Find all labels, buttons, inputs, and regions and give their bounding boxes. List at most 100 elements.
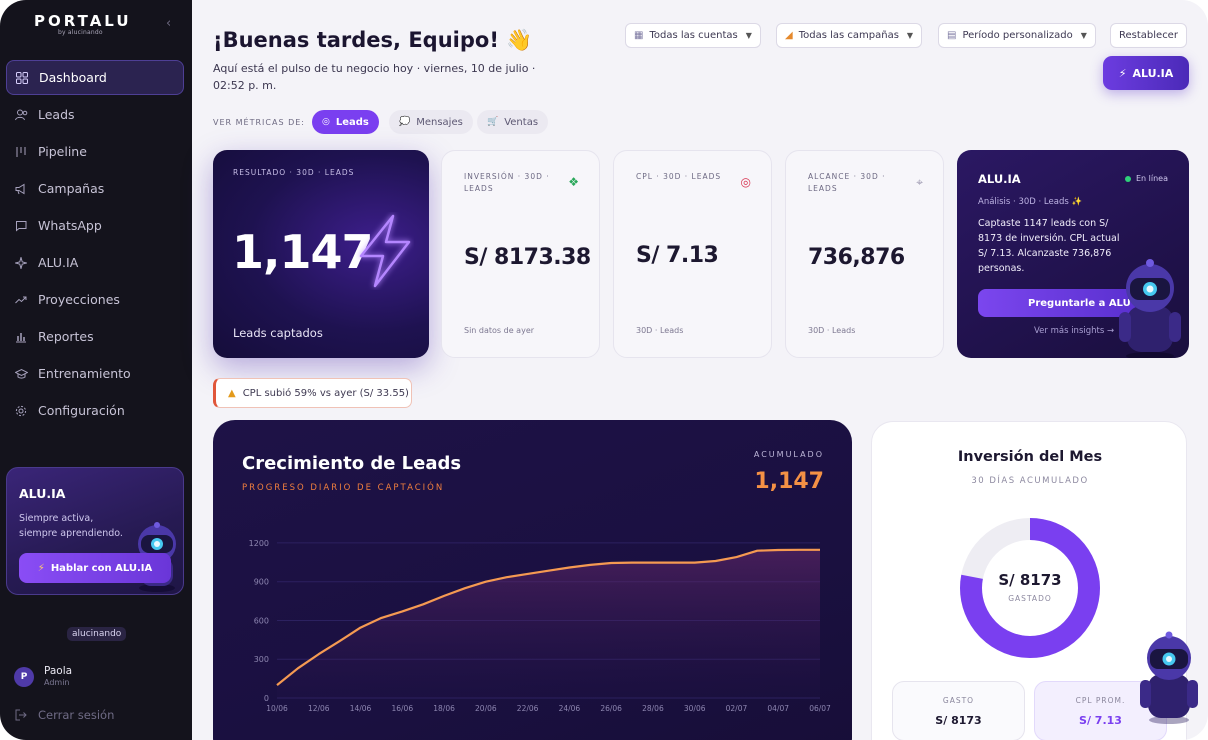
accounts-filter-label: Todas las cuentas <box>649 30 738 41</box>
spend-mini-card: GASTO S/ 8173 <box>892 681 1025 740</box>
bolt-icon: ⚡ <box>1118 66 1127 80</box>
online-status-label: En línea <box>1136 174 1169 183</box>
x-tick-label: 18/06 <box>433 704 455 713</box>
more-insights-link[interactable]: Ver más insights → <box>1034 326 1115 336</box>
sidebar-item-entrenamiento[interactable]: Entrenamiento <box>6 356 184 391</box>
logout-label: Cerrar sesión <box>38 708 115 722</box>
campaigns-filter-label: Todas las campañas <box>798 30 899 41</box>
avatar[interactable]: P <box>14 667 34 687</box>
alucinando-logo: alucinando <box>67 627 127 641</box>
grid-icon <box>15 71 29 85</box>
aluia-promo-card: ALU.IA Siempre activa, siempre aprendien… <box>6 467 184 595</box>
cpl-alert[interactable]: ▲ CPL subió 59% vs ayer (S/ 33.55) <box>213 378 412 408</box>
period-filter-label: Período personalizado <box>962 30 1073 41</box>
sparkle-icon <box>14 256 28 270</box>
sidebar-item-label: Entrenamiento <box>38 366 131 381</box>
chip-label: Mensajes <box>416 116 463 128</box>
sidebar-item-pipeline[interactable]: Pipeline <box>6 134 184 169</box>
investment-card: INVERSIÓN · 30D · LEADS ❖ S/ 8173.38 Sin… <box>441 150 600 358</box>
talk-to-aluia-label: Hablar con ALU.IA <box>50 562 153 574</box>
aluia-header-button[interactable]: ⚡ ALU.IA <box>1103 56 1189 90</box>
sidebar-item-leads[interactable]: Leads <box>6 97 184 132</box>
kpi-footnote: Sin datos de ayer <box>464 326 535 335</box>
series-area <box>277 549 820 698</box>
kpi-value: S/ 7.13 <box>636 243 719 268</box>
ai-insight-text: Captaste 1147 leads con S/ 8173 de inver… <box>978 218 1120 274</box>
sidebar-item-reportes[interactable]: Reportes <box>6 319 184 354</box>
sidebar: PORTALU by alucinando ‹ Dashboard Leads <box>0 0 192 740</box>
leads-result-card: RESULTADO · 30D · LEADS 1,147 Leads capt… <box>213 150 429 358</box>
chat-icon <box>14 219 28 233</box>
kpi-value: S/ 8173.38 <box>464 245 591 270</box>
talk-to-aluia-button[interactable]: ⚡ Hablar con ALU.IA <box>19 553 171 583</box>
investment-subtitle: 30 DÍAS ACUMULADO <box>971 476 1089 486</box>
lightning-icon <box>359 214 411 288</box>
cpl-mini-card: CPL PROM. S/ 7.13 <box>1034 681 1167 740</box>
leads-growth-chart: 0 300 600 900 1200 10/06 12/06 14/06 16/06 18/06 2… <box>249 539 831 713</box>
x-tick-label: 30/06 <box>684 704 706 713</box>
metric-chip-ventas[interactable]: 🛒 Ventas <box>477 110 549 134</box>
x-tick-label: 20/06 <box>475 704 497 713</box>
mini-label: GASTO <box>942 696 975 705</box>
sidebar-item-proyecciones[interactable]: Proyecciones <box>6 282 184 317</box>
sidebar-item-configuracion[interactable]: Configuración <box>6 393 184 428</box>
metric-chip-mensajes[interactable]: 💭 Mensajes <box>389 110 473 134</box>
sidebar-nav: Dashboard Leads Pipeline Campañas <box>6 60 184 430</box>
sidebar-item-label: Proyecciones <box>38 292 120 307</box>
money-icon: ❖ <box>568 175 579 189</box>
bar-chart-icon <box>14 330 28 344</box>
target-icon: ◎ <box>322 117 330 127</box>
x-tick-label: 22/06 <box>517 704 539 713</box>
graduation-icon <box>14 367 28 381</box>
collapse-sidebar-icon[interactable]: ‹ <box>166 16 172 31</box>
kpi-value: 736,876 <box>808 245 905 270</box>
brand-logo[interactable]: PORTALU <box>34 12 132 30</box>
sidebar-item-aluia[interactable]: ALU.IA <box>6 245 184 280</box>
donut-label: GASTADO <box>1008 594 1052 603</box>
kpi-label: CPL · 30D · LEADS <box>636 172 722 181</box>
floating-assistant-button[interactable] <box>1138 630 1200 724</box>
sidebar-item-dashboard[interactable]: Dashboard <box>6 60 184 95</box>
accounts-filter[interactable]: ▦ Todas las cuentas ▼ <box>625 23 761 48</box>
kpi-label: INVERSIÓN · 30D · LEADS <box>464 172 550 193</box>
x-tick-label: 02/07 <box>726 704 748 713</box>
chat-icon: 💭 <box>399 117 411 127</box>
user-role: Admin <box>44 678 70 687</box>
satellite-icon: ⌖ <box>916 175 923 189</box>
metric-chip-leads[interactable]: ◎ Leads <box>312 110 379 134</box>
sidebar-item-whatsapp[interactable]: WhatsApp <box>6 208 184 243</box>
ask-aluia-label: Preguntarle a ALU <box>1028 297 1131 309</box>
megaphone-icon <box>14 182 28 196</box>
sidebar-item-campanas[interactable]: Campañas <box>6 171 184 206</box>
sidebar-item-label: Reportes <box>38 329 94 344</box>
sidebar-item-label: Dashboard <box>39 70 107 85</box>
y-tick-label: 1200 <box>249 539 269 548</box>
mini-value: S/ 7.13 <box>1079 714 1122 727</box>
aluia-header-label: ALU.IA <box>1132 66 1174 80</box>
ai-card-title: ALU.IA <box>978 172 1021 186</box>
promo-description: Siempre activa, siempre aprendiendo. <box>19 513 123 539</box>
y-tick-label: 300 <box>254 655 269 664</box>
campaigns-filter[interactable]: ◢ Todas las campañas ▼ <box>776 23 923 48</box>
pipeline-icon <box>14 145 28 159</box>
period-filter[interactable]: ▤ Período personalizado ▼ <box>938 23 1096 48</box>
reset-button[interactable]: Restablecer <box>1110 23 1187 48</box>
x-tick-label: 16/06 <box>391 704 413 713</box>
chip-label: Leads <box>335 116 369 128</box>
ask-aluia-button[interactable]: Preguntarle a ALU <box>978 289 1138 317</box>
building-icon: ▦ <box>634 30 644 41</box>
online-status: En línea <box>1125 174 1168 183</box>
y-tick-label: 0 <box>264 694 269 703</box>
trend-icon <box>14 293 28 307</box>
x-tick-label: 12/06 <box>308 704 330 713</box>
donut-value: S/ 8173 <box>998 571 1062 589</box>
sidebar-item-label: ALU.IA <box>38 255 79 270</box>
kpi-value: 1,147 <box>232 225 374 279</box>
metrics-selector-label: VER MÉTRICAS DE: <box>213 118 305 127</box>
x-tick-label: 14/06 <box>350 704 372 713</box>
mini-value: S/ 8173 <box>935 714 982 727</box>
kpi-label: ALCANCE · 30D · LEADS <box>808 172 886 193</box>
x-tick-label: 04/07 <box>767 704 789 713</box>
logout-button[interactable]: Cerrar sesión <box>14 708 114 722</box>
